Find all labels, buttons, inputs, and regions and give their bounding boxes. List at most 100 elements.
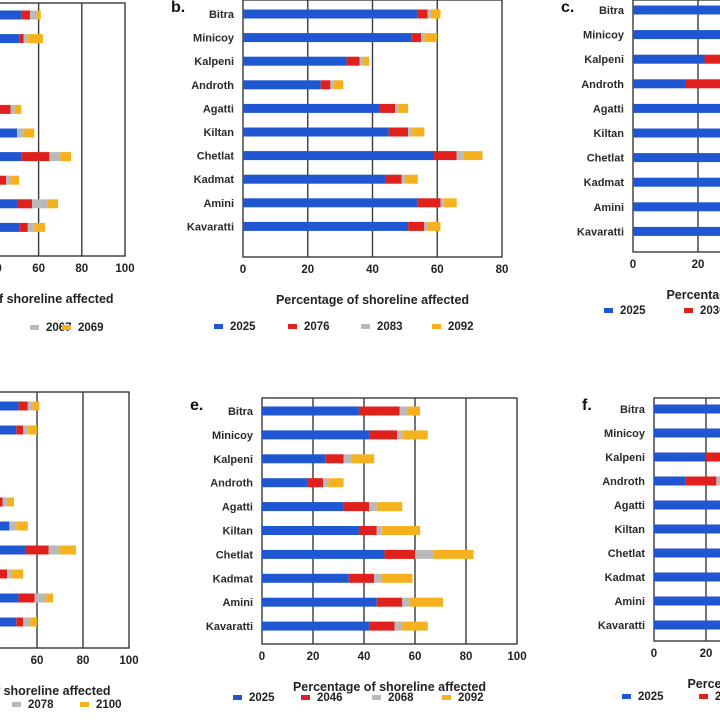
- bar-segment: [16, 521, 28, 531]
- category-label: Kavaratti: [598, 620, 645, 632]
- bar-segment: [654, 596, 720, 606]
- bar-segment: [358, 526, 377, 535]
- x-tick-label: 80: [77, 655, 90, 667]
- bar-segment: [17, 199, 33, 209]
- bar-segment: [0, 401, 19, 411]
- bar-segment: [16, 425, 24, 435]
- legend-label: 2025: [230, 321, 256, 333]
- bar-segment: [333, 80, 344, 90]
- bar-segment: [48, 545, 60, 555]
- bar-segment: [23, 617, 31, 627]
- category-label: Kalpeni: [605, 452, 645, 464]
- category-label: Amini: [203, 198, 234, 210]
- bar-segment: [330, 80, 334, 90]
- bar-segment: [6, 175, 11, 185]
- bar-segment: [27, 222, 35, 232]
- x-tick-label: 20: [692, 259, 705, 271]
- bar-segment: [417, 9, 428, 19]
- bar-segment: [633, 54, 705, 64]
- bar-segment: [408, 221, 425, 231]
- legend-swatch: [604, 308, 613, 313]
- x-tick-label: 40: [358, 651, 371, 663]
- legend-swatch: [214, 324, 223, 329]
- category-label: Kadmat: [584, 177, 625, 189]
- bar-segment: [325, 454, 344, 464]
- bar-segment: [359, 56, 363, 66]
- bar-segment: [421, 33, 425, 43]
- bar-segment: [407, 406, 421, 416]
- x-axis-title: Percentage of shoreline affected: [666, 288, 720, 302]
- panel-letter: c.: [561, 0, 574, 16]
- bar-segment: [654, 500, 720, 510]
- category-label: Minicoy: [193, 33, 235, 45]
- x-tick-label: 100: [507, 651, 526, 663]
- bar-segment: [343, 454, 352, 464]
- legend-label: 2046: [317, 692, 343, 704]
- category-label: Kadmat: [605, 572, 646, 584]
- bar-segment: [0, 593, 19, 603]
- bar-segment: [397, 430, 403, 440]
- x-tick-label: 40: [366, 264, 379, 276]
- x-tick-label: 80: [460, 651, 473, 663]
- legend-swatch: [288, 324, 297, 329]
- bar-segment: [47, 199, 59, 209]
- legend-swatch: [684, 308, 693, 313]
- bar-segment: [21, 10, 30, 20]
- bar-segment: [27, 34, 43, 44]
- bar-segment: [398, 103, 409, 113]
- category-label: Androth: [602, 476, 645, 488]
- bar-segment: [395, 103, 399, 113]
- bar-segment: [243, 151, 435, 161]
- bar-segment: [27, 425, 37, 435]
- bar-segment: [401, 174, 405, 184]
- category-label: Kalpeni: [194, 56, 234, 68]
- bar-segment: [633, 202, 720, 212]
- bar-segment: [376, 597, 403, 607]
- bar-segment: [376, 526, 382, 535]
- bar-segment: [262, 430, 370, 440]
- bar-segment: [0, 34, 20, 44]
- x-tick-label: 0: [240, 264, 246, 276]
- legend-swatch: [301, 695, 310, 700]
- bar-segment: [704, 54, 720, 64]
- x-tick-label: 0: [651, 648, 657, 660]
- category-label: Agatti: [203, 103, 234, 115]
- bar-segment: [17, 128, 24, 138]
- bar-segment: [262, 573, 349, 583]
- bar-segment: [685, 476, 717, 486]
- bar-segment: [654, 524, 720, 534]
- x-tick-label: 60: [431, 264, 444, 276]
- bar-segment: [19, 34, 24, 44]
- legend-label: 2030: [700, 305, 720, 317]
- bar-segment: [633, 177, 720, 187]
- bar-segment: [369, 430, 398, 440]
- category-label: Kiltan: [614, 524, 645, 536]
- bar-segment: [654, 452, 706, 462]
- legend: 2025206020672069: [30, 322, 104, 334]
- bar-segment: [633, 30, 720, 40]
- bar-segment: [633, 153, 720, 163]
- legend-label: 2025: [249, 692, 275, 704]
- bar-segment: [430, 9, 441, 19]
- bar-segment: [49, 152, 61, 162]
- bar-segment: [654, 428, 720, 438]
- bar-segment: [440, 198, 444, 208]
- bar-segment: [27, 401, 33, 411]
- bar-segment: [654, 620, 720, 630]
- bar-segment: [385, 174, 402, 184]
- bar-segment: [404, 174, 418, 184]
- category-label: Kiltan: [203, 127, 234, 139]
- bar-segment: [388, 127, 409, 137]
- category-label: Minicoy: [212, 430, 254, 442]
- legend-label: 2078: [28, 699, 54, 711]
- bar-segment: [417, 198, 441, 208]
- bar-segment: [633, 79, 685, 89]
- bar-segment: [18, 401, 28, 411]
- bar-segment: [243, 9, 418, 19]
- bar-segment: [402, 621, 428, 631]
- bar-segment: [378, 103, 396, 113]
- bar-segment: [262, 549, 385, 559]
- bar-segment: [23, 425, 28, 435]
- category-label: Amini: [222, 597, 253, 609]
